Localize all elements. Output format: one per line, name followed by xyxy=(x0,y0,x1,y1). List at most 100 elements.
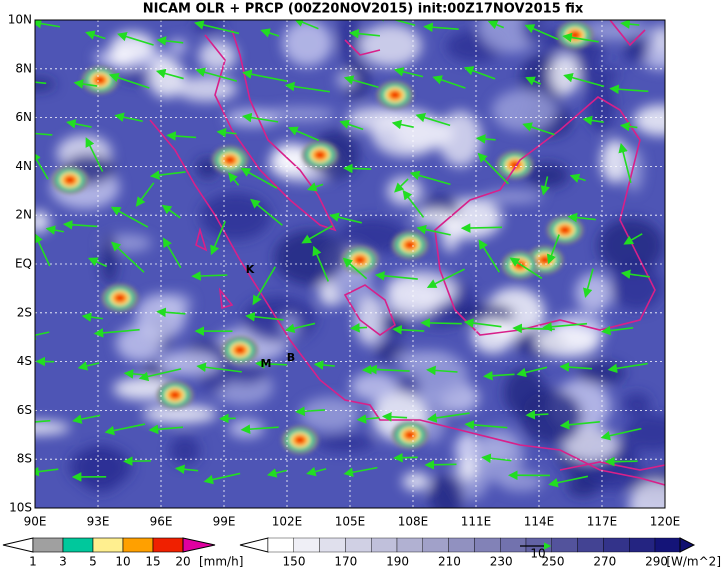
cloud xyxy=(338,10,361,62)
colorbar-cap xyxy=(183,538,215,552)
lon-label: 105E xyxy=(335,515,366,529)
colorbar-cap xyxy=(240,538,268,552)
colorbar-box xyxy=(123,538,153,552)
wind-vector xyxy=(422,323,462,324)
cloud xyxy=(371,109,441,157)
rain-cell xyxy=(355,257,364,264)
colorbar-box xyxy=(655,538,681,552)
colorbar-label: 170 xyxy=(334,555,357,569)
colorbar-label: 15 xyxy=(145,555,160,569)
cloud xyxy=(549,54,579,95)
wind-vector xyxy=(607,461,638,462)
colorbar-box xyxy=(449,538,475,552)
colorbar-box xyxy=(63,538,93,552)
lat-label: 10S xyxy=(9,501,32,515)
station-label: B xyxy=(287,351,295,364)
station-label: K xyxy=(246,263,255,276)
rain-cell xyxy=(390,92,399,99)
colorbar-label: 150 xyxy=(283,555,306,569)
lon-label: 117E xyxy=(587,515,618,529)
cloud xyxy=(535,325,600,358)
lat-label: 10N xyxy=(8,13,32,27)
cloud xyxy=(300,397,360,431)
cloud xyxy=(651,25,673,51)
lat-label: 2N xyxy=(15,208,32,222)
colorbar-label: 5 xyxy=(89,555,97,569)
cloud xyxy=(282,20,332,66)
colorbar-label: 20 xyxy=(175,555,190,569)
cloud xyxy=(481,190,542,203)
cloud xyxy=(317,434,374,451)
vector-reference-label: 10 xyxy=(530,547,545,561)
wind-vector xyxy=(345,168,372,169)
rain-cell xyxy=(295,437,304,444)
lon-label: 90E xyxy=(24,515,47,529)
colorbar-cap xyxy=(3,538,33,552)
lat-label: 4N xyxy=(15,159,32,173)
map-area xyxy=(2,1,691,530)
rain-cell xyxy=(115,295,124,302)
lat-label: EQ xyxy=(15,257,32,271)
wind-vector xyxy=(527,414,548,415)
lon-label: 102E xyxy=(272,515,303,529)
lat-label: 8N xyxy=(15,61,32,75)
colorbar-unit: [W/m^2] xyxy=(666,555,721,569)
title: NICAM OLR + PRCP (00Z20NOV2015) init:00Z… xyxy=(143,2,584,17)
cloud xyxy=(521,389,583,444)
colorbar-box xyxy=(603,538,629,552)
cloud xyxy=(411,290,453,303)
colorbar-label: 210 xyxy=(438,555,461,569)
cloud xyxy=(2,421,70,435)
colorbar-box xyxy=(93,538,123,552)
wind-vector xyxy=(426,464,456,465)
colorbar-label: 190 xyxy=(386,555,409,569)
colorbar-box xyxy=(552,538,578,552)
colorbar-box xyxy=(345,538,371,552)
lon-label: 120E xyxy=(650,515,681,529)
rain-cell xyxy=(225,157,234,164)
lon-label: 108E xyxy=(398,515,429,529)
colorbar-box xyxy=(474,538,500,552)
cloud xyxy=(575,273,612,312)
cloud xyxy=(454,435,477,461)
rain-cell xyxy=(170,392,179,399)
cloud xyxy=(280,314,299,339)
cloud xyxy=(402,473,430,491)
cloud xyxy=(625,414,682,451)
colorbar-label: 290 xyxy=(645,555,668,569)
colorbar-box xyxy=(423,538,449,552)
lon-label: 96E xyxy=(150,515,173,529)
lon-label: 111E xyxy=(461,515,492,529)
cloud xyxy=(598,218,664,273)
rain-cell xyxy=(65,177,74,184)
colorbar-label: 1 xyxy=(29,555,37,569)
lat-label: 6S xyxy=(17,403,32,417)
cloud xyxy=(176,76,238,102)
colorbar-unit: [mm/h] xyxy=(199,555,243,569)
colorbar-box xyxy=(33,538,63,552)
lat-label: 4S xyxy=(17,354,32,368)
colorbar-label: 3 xyxy=(59,555,67,569)
cloud xyxy=(78,445,124,493)
colorbar-label: 10 xyxy=(115,555,130,569)
rain-cell xyxy=(315,152,324,159)
cloud xyxy=(577,362,626,385)
cloud xyxy=(199,40,237,71)
lon-label: 93E xyxy=(87,515,110,529)
cloud xyxy=(170,436,200,464)
cloud xyxy=(101,233,117,285)
rain-cell xyxy=(95,77,104,84)
station-label: M xyxy=(261,357,272,370)
wind-vector xyxy=(352,327,367,328)
lat-label: 6N xyxy=(15,110,32,124)
wind-vector xyxy=(462,227,502,228)
colorbar-box xyxy=(268,538,294,552)
colorbar-box xyxy=(153,538,183,552)
colorbar-box xyxy=(629,538,655,552)
colorbar-box xyxy=(294,538,320,552)
rain-cell xyxy=(235,347,244,354)
colorbar-cap xyxy=(680,538,694,552)
cloud xyxy=(387,176,423,205)
cloud xyxy=(622,49,649,63)
rain-cell xyxy=(560,227,569,234)
